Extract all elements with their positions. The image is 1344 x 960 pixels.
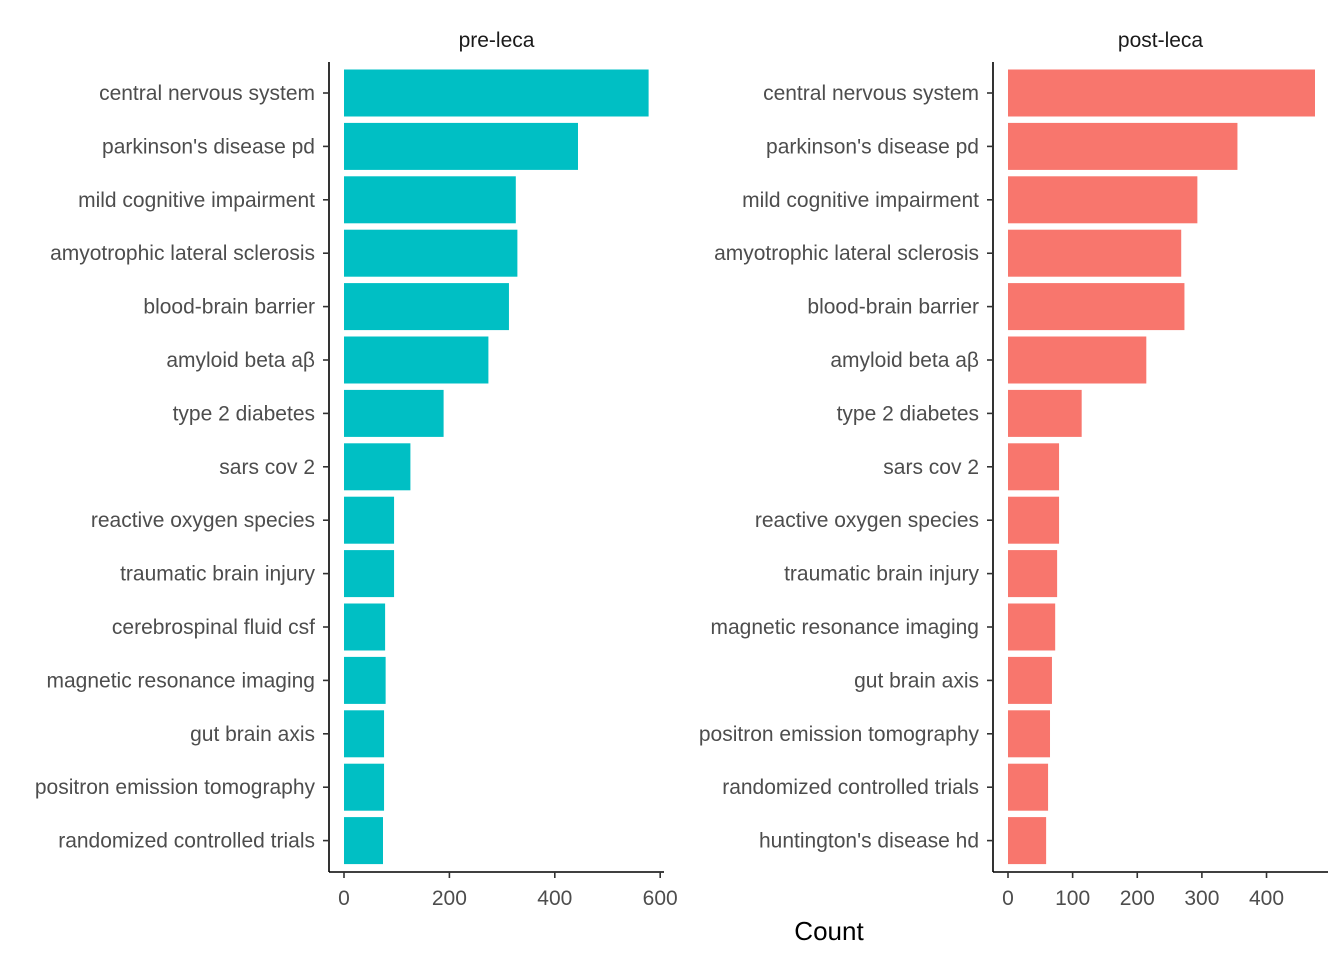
bar-post-leca-4: [1008, 283, 1185, 331]
x-tick-label: 0: [1002, 887, 1014, 910]
category-label: reactive oxygen species: [755, 509, 979, 532]
bar-pre-leca-7: [344, 443, 411, 491]
facet-pre-leca: pre-leca central nervous system parkinson'…: [35, 29, 678, 910]
bar-pre-leca-5: [344, 336, 489, 384]
category-label: parkinson's disease pd: [102, 135, 315, 158]
bar-pre-leca-4: [344, 283, 509, 331]
bar-post-leca-13: [1008, 763, 1049, 811]
category-label: traumatic brain injury: [784, 563, 979, 586]
x-tick-label: 600: [643, 887, 678, 910]
category-label: amyloid beta aβ: [166, 349, 315, 372]
bar-pre-leca-10: [344, 603, 386, 651]
x-tick-label: 0: [338, 887, 350, 910]
bar-post-leca-0: [1008, 69, 1315, 117]
category-label: traumatic brain injury: [120, 563, 315, 586]
bar-pre-leca-2: [344, 176, 516, 224]
category-label: gut brain axis: [190, 723, 315, 746]
category-label: amyotrophic lateral sclerosis: [714, 242, 979, 265]
bar-post-leca-3: [1008, 229, 1182, 277]
category-label: gut brain axis: [854, 669, 979, 692]
bar-post-leca-1: [1008, 122, 1238, 170]
category-label: cerebrospinal fluid csf: [112, 616, 315, 639]
category-label: central nervous system: [763, 82, 979, 105]
category-label: positron emission tomography: [35, 776, 316, 799]
bar-pre-leca-13: [344, 763, 385, 811]
category-label: positron emission tomography: [699, 723, 980, 746]
bar-pre-leca-8: [344, 496, 395, 544]
category-label: amyotrophic lateral sclerosis: [50, 242, 315, 265]
x-tick-label: 400: [1249, 887, 1284, 910]
x-tick-label: 100: [1055, 887, 1090, 910]
bar-pre-leca-11: [344, 656, 386, 704]
category-label: magnetic resonance imaging: [47, 669, 316, 692]
bar-pre-leca-12: [344, 710, 385, 758]
category-label: sars cov 2: [219, 456, 315, 479]
bar-pre-leca-14: [344, 817, 383, 865]
bar-post-leca-5: [1008, 336, 1147, 384]
bar-post-leca-11: [1008, 656, 1052, 704]
x-tick-label: 300: [1184, 887, 1219, 910]
category-label: randomized controlled trials: [58, 830, 315, 853]
bar-pre-leca-0: [344, 69, 649, 117]
x-axis-title: Count: [794, 916, 864, 946]
bar-post-leca-14: [1008, 817, 1047, 865]
category-label: reactive oxygen species: [91, 509, 315, 532]
facet-title-post-leca: post-leca: [1118, 29, 1204, 52]
bar-post-leca-2: [1008, 176, 1198, 224]
x-tick-label: 200: [1120, 887, 1155, 910]
bar-post-leca-7: [1008, 443, 1060, 491]
bar-pre-leca-1: [344, 122, 578, 170]
category-label: huntington's disease hd: [759, 830, 979, 853]
category-label: sars cov 2: [883, 456, 979, 479]
bar-post-leca-6: [1008, 389, 1082, 437]
category-label: central nervous system: [99, 82, 315, 105]
bar-pre-leca-3: [344, 229, 518, 277]
category-label: magnetic resonance imaging: [711, 616, 980, 639]
category-label: randomized controlled trials: [722, 776, 979, 799]
category-label: mild cognitive impairment: [742, 189, 979, 212]
category-label: blood-brain barrier: [143, 296, 315, 319]
bar-pre-leca-9: [344, 550, 395, 598]
facet-post-leca: post-leca central nervous system parkinson…: [699, 29, 1328, 910]
bar-pre-leca-6: [344, 389, 444, 437]
category-label: blood-brain barrier: [807, 296, 979, 319]
category-label: mild cognitive impairment: [78, 189, 315, 212]
category-label: type 2 diabetes: [173, 402, 315, 425]
x-tick-label: 200: [432, 887, 467, 910]
bar-post-leca-8: [1008, 496, 1060, 544]
bar-post-leca-9: [1008, 550, 1058, 598]
category-label: parkinson's disease pd: [766, 135, 979, 158]
category-label: type 2 diabetes: [837, 402, 979, 425]
bar-post-leca-12: [1008, 710, 1051, 758]
bar-post-leca-10: [1008, 603, 1056, 651]
facet-title-pre-leca: pre-leca: [459, 29, 535, 52]
x-tick-label: 400: [537, 887, 572, 910]
category-label: amyloid beta aβ: [830, 349, 979, 372]
